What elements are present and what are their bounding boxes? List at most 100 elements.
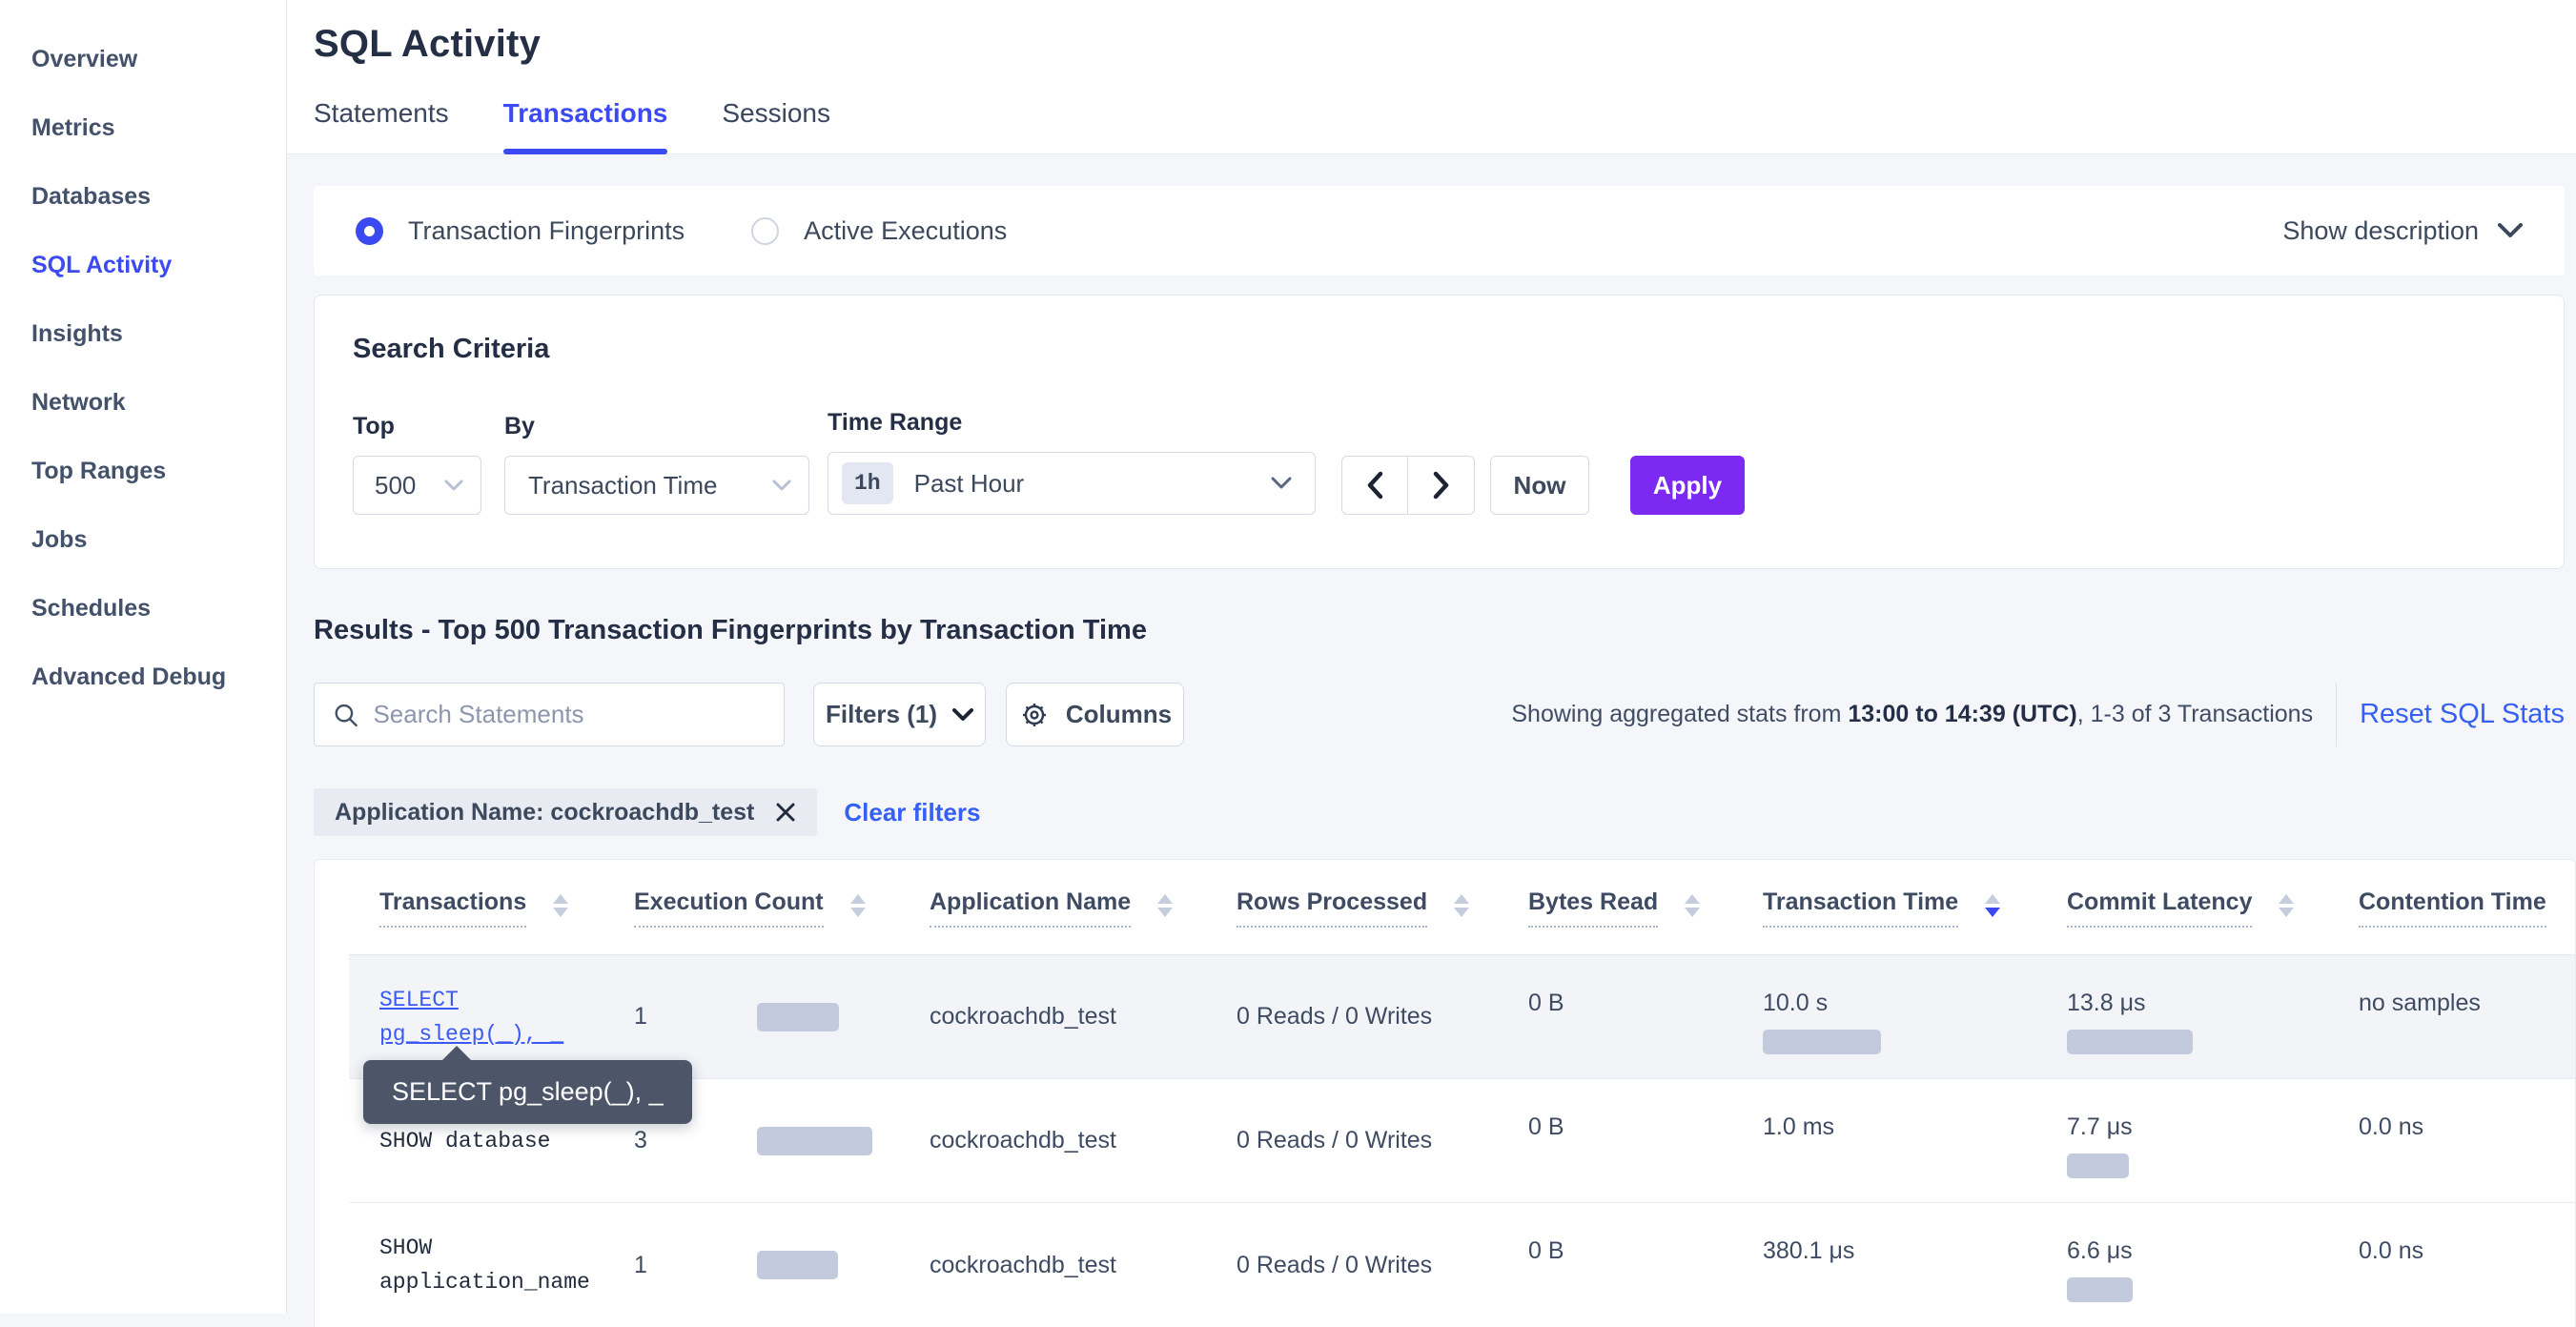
time-range-badge: 1h [842, 462, 893, 504]
contention-time-value: 0.0 ns [2359, 1113, 2424, 1140]
transaction-fingerprint-link[interactable]: SELECT pg_sleep(_), _ [379, 987, 564, 1047]
search-input[interactable] [373, 700, 765, 729]
contention-time-value: 0.0 ns [2359, 1237, 2424, 1264]
column-header-transaction-time[interactable]: Transaction Time [1763, 888, 1959, 928]
filter-chip-label: Application Name: cockroachdb_test [335, 798, 755, 826]
filters-button-label: Filters (1) [825, 700, 938, 728]
top-select[interactable]: 500 [353, 456, 481, 515]
sidebar-item-metrics[interactable]: Metrics [31, 113, 115, 141]
by-label: By [504, 413, 535, 439]
now-button[interactable]: Now [1490, 456, 1589, 515]
transaction-time-value: 10.0 s [1763, 990, 1829, 1016]
sort-icon[interactable] [553, 894, 569, 917]
transaction-fingerprint-text[interactable]: SHOW database [379, 1128, 551, 1153]
view-mode-card: Transaction Fingerprints Active Executio… [314, 186, 2565, 276]
radio-active-executions-label: Active Executions [804, 215, 1008, 245]
bytes-read-value: 0 B [1528, 1113, 1564, 1140]
time-range-value: Past Hour [913, 468, 1025, 498]
execution-count-value: 1 [634, 1003, 647, 1030]
sidebar-item-top-ranges[interactable]: Top Ranges [31, 457, 167, 484]
commit-latency-value: 7.7 μs [2067, 1113, 2133, 1140]
commit-latency-value: 13.8 μs [2067, 990, 2146, 1016]
clear-filters-link[interactable]: Clear filters [844, 797, 981, 827]
time-range-field: Time Range 1h Past Hour [809, 409, 1316, 515]
vertical-divider [2336, 683, 2338, 746]
column-header-bytes-read[interactable]: Bytes Read [1528, 888, 1659, 928]
main-area: SQL Activity Statements Transactions Ses… [287, 0, 2576, 1327]
chevron-down-icon [444, 480, 463, 490]
by-select[interactable]: Transaction Time [504, 456, 809, 515]
top-field: Top 500 [353, 413, 481, 515]
chevron-down-icon [2498, 223, 2523, 237]
sort-icon[interactable] [1454, 894, 1470, 917]
chevron-left-icon [1367, 471, 1383, 500]
page-header: SQL Activity Statements Transactions Ses… [287, 0, 2576, 154]
content: Transaction Fingerprints Active Executio… [287, 154, 2576, 1327]
filters-button[interactable]: Filters (1) [813, 683, 986, 746]
sidebar-item-jobs[interactable]: Jobs [31, 525, 88, 553]
sidebar-item-overview[interactable]: Overview [31, 45, 138, 72]
time-shift-buttons [1341, 456, 1475, 515]
execution-count-bar [756, 1126, 872, 1155]
application-name-value: cockroachdb_test [930, 1127, 1116, 1153]
sort-icon[interactable] [2279, 894, 2295, 917]
sort-icon[interactable] [1157, 894, 1174, 917]
table-row[interactable]: SHOW application_name 1 cockroachdb_test… [349, 1203, 2575, 1327]
reset-sql-stats-link[interactable]: Reset SQL Stats [2360, 699, 2565, 729]
table-header-row: Transactions Execution Count Application… [349, 860, 2575, 955]
tab-bar: Statements Transactions Sessions [314, 98, 2576, 154]
sidebar-item-schedules[interactable]: Schedules [31, 594, 152, 622]
transaction-time-value: 380.1 μs [1763, 1237, 1855, 1264]
commit-latency-value: 6.6 μs [2067, 1237, 2133, 1264]
transaction-tooltip: SELECT pg_sleep(_), _ [363, 1046, 692, 1124]
results-heading: Results - Top 500 Transaction Fingerprin… [314, 615, 1147, 645]
columns-button[interactable]: Columns [1006, 683, 1184, 746]
gear-icon [1022, 703, 1046, 726]
column-header-rows-processed[interactable]: Rows Processed [1237, 888, 1428, 928]
time-range-label: Time Range [828, 409, 963, 436]
column-header-contention-time[interactable]: Contention Time [2359, 888, 2546, 928]
top-label: Top [353, 413, 395, 439]
rows-processed-value: 0 Reads / 0 Writes [1237, 1003, 1433, 1030]
contention-time-value: no samples [2359, 990, 2481, 1016]
sidebar-item-sql-activity[interactable]: SQL Activity [31, 251, 173, 278]
sort-icon[interactable] [849, 894, 866, 917]
show-description-toggle[interactable]: Show description [2282, 216, 2523, 246]
radio-active-executions[interactable]: Active Executions [751, 216, 1007, 246]
radio-transaction-fingerprints[interactable]: Transaction Fingerprints [356, 216, 685, 246]
column-header-commit-latency[interactable]: Commit Latency [2067, 888, 2253, 928]
sidebar-item-network[interactable]: Network [31, 388, 126, 416]
tab-sessions[interactable]: Sessions [722, 98, 830, 128]
transaction-fingerprint-text[interactable]: SHOW application_name [379, 1235, 590, 1295]
close-icon[interactable] [775, 802, 796, 823]
sidebar-item-databases[interactable]: Databases [31, 182, 152, 210]
execution-count-value: 1 [634, 1251, 647, 1278]
search-icon [335, 704, 358, 726]
tab-statements[interactable]: Statements [314, 98, 449, 128]
tab-transactions[interactable]: Transactions [502, 98, 668, 154]
transaction-time-bar [1763, 1030, 1881, 1054]
sort-icon[interactable] [1685, 894, 1701, 917]
column-header-transactions[interactable]: Transactions [379, 888, 527, 928]
application-name-filter-chip[interactable]: Application Name: cockroachdb_test [314, 788, 818, 836]
sort-icon-active[interactable] [1985, 894, 2001, 917]
table-row[interactable]: SELECT pg_sleep(_), _ SELECT pg_sleep(_)… [349, 955, 2575, 1124]
tab-transactions-label: Transactions [502, 98, 668, 128]
table-row[interactable]: SHOW database 3 cockroachdb_test 0 Reads… [349, 1079, 2575, 1203]
time-previous-button[interactable] [1342, 457, 1408, 514]
chevron-right-icon [1433, 471, 1448, 500]
column-header-application-name[interactable]: Application Name [930, 888, 1132, 928]
column-header-execution-count[interactable]: Execution Count [634, 888, 824, 928]
sidebar-item-insights[interactable]: Insights [31, 319, 123, 347]
time-range-select[interactable]: 1h Past Hour [828, 452, 1316, 515]
bytes-read-value: 0 B [1528, 1237, 1564, 1264]
sidebar: Overview Metrics Databases SQL Activity … [0, 0, 287, 1314]
time-next-button[interactable] [1408, 457, 1474, 514]
aggregated-stats-text: Showing aggregated stats from 13:00 to 1… [1511, 701, 2313, 728]
search-criteria-heading: Search Criteria [353, 334, 550, 364]
commit-latency-bar [2067, 1153, 2129, 1178]
filter-chip-row: Application Name: cockroachdb_test Clear… [314, 788, 2565, 836]
execution-count-bar [756, 1251, 838, 1279]
sidebar-item-advanced-debug[interactable]: Advanced Debug [31, 663, 227, 690]
apply-button[interactable]: Apply [1630, 456, 1745, 515]
